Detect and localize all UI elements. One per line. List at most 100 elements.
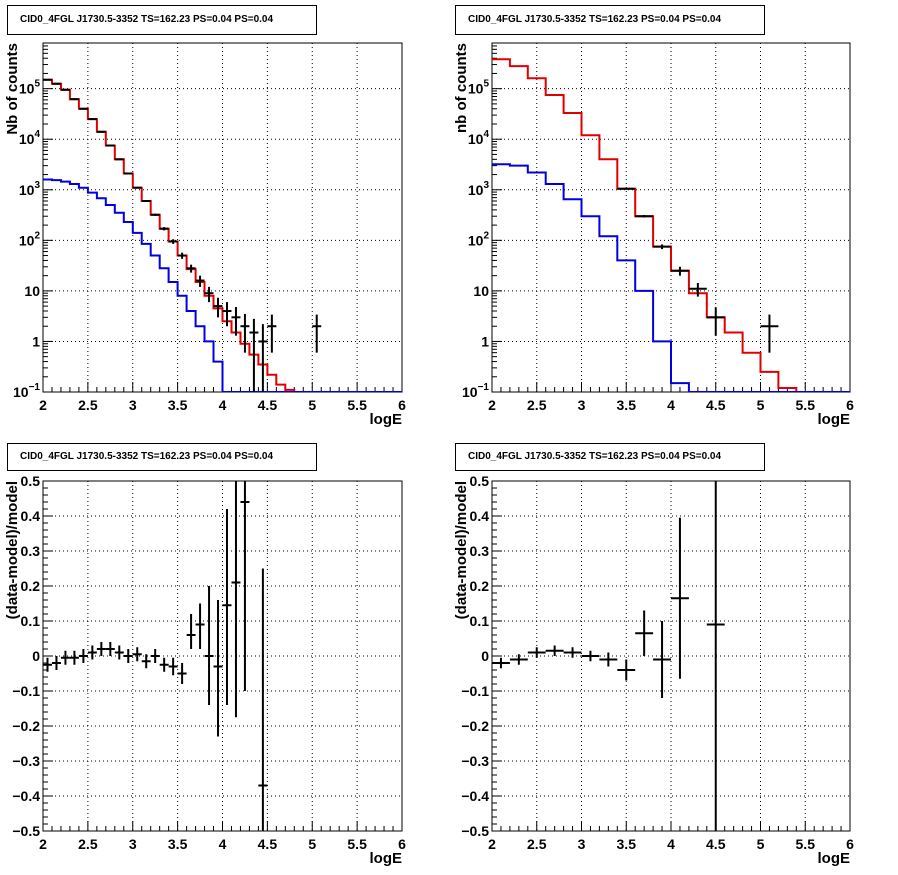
y-tick-label: −0.3 [12,753,40,769]
y-tick-label: 10 [473,283,489,299]
data-point [132,647,142,662]
x-tick-label: 2 [488,836,496,852]
data-point [231,307,241,336]
y-tick-label: 102 [468,230,490,248]
data-point [653,244,671,250]
data-point [653,621,671,698]
title-box-counts-left: CID0_4FGL J1730.5-3352 TS=162.23 PS=0.04… [7,5,317,35]
y-tick-mantissa: 10 [473,283,489,299]
title-box-residuals-right: CID0_4FGL J1730.5-3352 TS=162.23 PS=0.04… [455,443,765,471]
series-group [43,481,268,831]
x-tick-label: 5 [757,397,765,413]
x-tick-label: 4.5 [258,397,278,413]
y-tick-mantissa: 10 [19,182,35,198]
x-tick-label: 5.5 [347,397,367,413]
data-point [213,600,223,737]
data-point [204,286,214,303]
data-point [222,509,232,705]
y-tick-label: 10−1 [13,382,40,400]
data-point [563,647,582,658]
data-point [213,297,223,318]
x-tick-label: 5.5 [347,836,367,852]
y-tick-label: 104 [19,129,41,147]
y-tick-mantissa: 10 [468,131,484,147]
data-point [527,647,546,658]
y-tick-label: −0.2 [461,718,489,734]
x-tick-label: 6 [846,836,854,852]
x-axis-label: logE [818,850,851,867]
data-point [706,307,725,336]
x-tick-label: 3.5 [168,836,188,852]
y-tick-exponent: 2 [34,230,40,241]
y-tick-label: 0.5 [470,473,490,489]
data-point [509,654,528,665]
data-point [204,586,214,705]
y-tick-label: 0 [32,648,40,664]
data-point [706,481,725,831]
y-tick-mantissa: 10 [19,131,35,147]
x-tick-label: 5 [757,836,765,852]
x-tick-label: 6 [398,836,406,852]
residuals-panel-right: 2 2.5 3 3.5 4 4.5 5 5.5 6 −0.5 −0.4 −0.3 −0.2 −0.1 0 0.… [453,473,854,867]
data-point [114,645,124,660]
x-tick-label: 2.5 [527,836,547,852]
data-point [617,187,636,190]
y-tick-exponent: 3 [34,180,40,191]
y-axis-label: Nb of counts [4,43,21,135]
x-tick-label: 2 [488,397,496,413]
x-tick-label: 2.5 [78,397,98,413]
data-point [159,657,169,672]
plot-frame [491,480,851,832]
data-point [87,118,97,121]
y-tick-label: −0.1 [461,683,489,699]
x-tick-label: 2.5 [527,397,547,413]
y-tick-mantissa: 1 [32,333,40,349]
plot-frame [491,42,851,393]
y-tick-exponent: 2 [483,230,489,241]
y-tick-mantissa: 10 [13,384,29,400]
y-tick-mantissa: 10 [19,232,35,248]
y-tick-label: −0.4 [12,788,40,804]
data-point [186,614,196,649]
data-point [492,657,510,669]
data-point [78,649,88,663]
x-tick-label: 3 [578,836,586,852]
data-point [617,659,636,681]
y-tick-mantissa: 10 [24,283,40,299]
data-point [195,603,205,649]
y-tick-label: 0.1 [21,613,41,629]
x-tick-label: 3.5 [617,397,637,413]
x-tick-label: 4 [667,397,675,413]
data-point [141,654,151,669]
data-point [688,283,707,297]
data-point [581,650,600,662]
x-tick-label: 6 [398,397,406,413]
x-tick-label: 3.5 [168,397,188,413]
data-point [168,657,178,676]
y-tick-label: 104 [468,129,490,147]
data-point [96,130,106,133]
x-tick-label: 3 [129,836,137,852]
y-tick-label: 0.4 [470,508,490,524]
model-component-step [43,178,402,392]
y-axis-label: (data-model)/model [453,481,470,619]
data-point [267,314,277,353]
y-tick-label: −0.5 [12,823,40,839]
data-point [51,656,61,670]
y-tick-mantissa: 10 [462,384,478,400]
title-box-residuals-left: CID0_4FGL J1730.5-3352 TS=162.23 PS=0.04… [7,443,317,471]
data-point [635,610,654,656]
data-point [105,642,115,656]
data-point [186,264,196,273]
y-tick-mantissa: 10 [19,81,35,97]
y-axis-label: nb of counts [453,43,470,133]
model-total-step [43,78,402,392]
x-tick-label: 6 [846,397,854,413]
data-point [141,199,151,202]
data-point [240,313,250,353]
x-tick-label: 2.5 [78,836,98,852]
y-tick-label: 0.3 [470,543,490,559]
y-tick-exponent: 5 [34,79,40,90]
y-tick-label: 0 [481,648,489,664]
y-tick-label: 102 [19,230,41,248]
